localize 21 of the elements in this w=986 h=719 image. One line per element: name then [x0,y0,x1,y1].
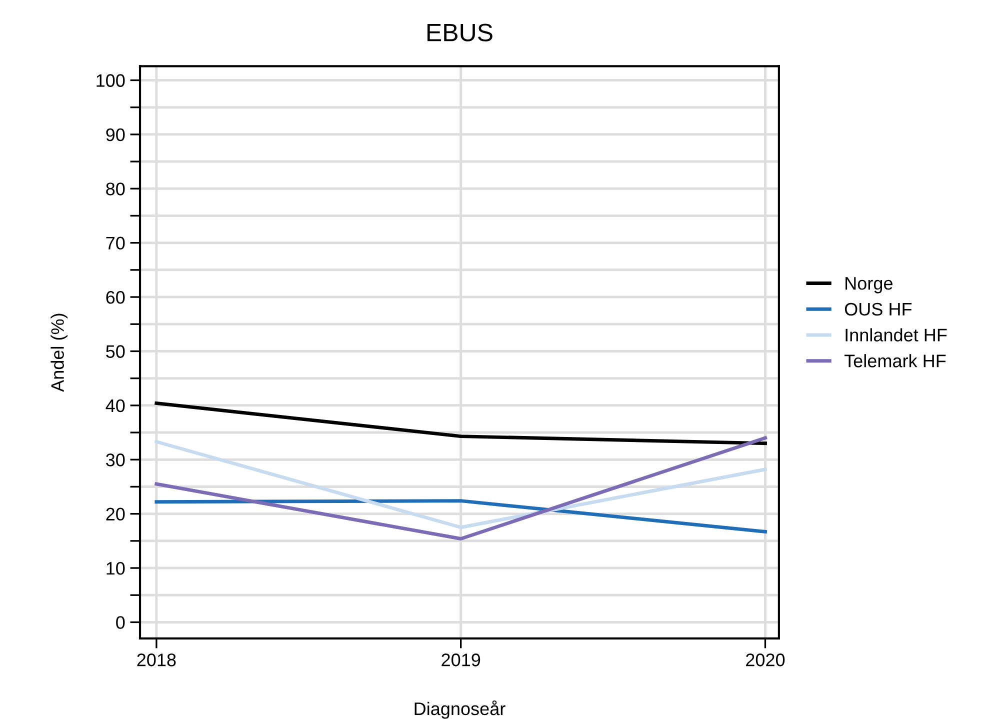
y-tick-label: 30 [106,454,125,466]
legend-label: OUS HF [844,302,912,316]
x-tick-label: 2020 [746,654,785,666]
y-tick-label: 20 [106,508,125,521]
y-tick-label: 90 [106,128,125,142]
y-axis-title: Andel (%) [50,314,68,392]
legend-label: Telemark HF [844,354,946,368]
y-tick-label: 80 [106,182,125,196]
chart-title: EBUS [427,24,492,42]
y-tick-label: 0 [116,616,125,629]
y-tick-label: 40 [106,399,125,412]
y-tick-label: 50 [106,345,125,358]
y-tick-label: 100 [96,74,125,87]
legend-label: Norge [846,277,892,294]
legend-label: Innlandet HF [846,328,947,342]
y-tick-label: 10 [106,562,125,575]
x-tick-label: 2019 [442,654,480,666]
y-tick-label: 70 [106,236,125,250]
x-tick-label: 2018 [137,654,176,666]
x-axis-title: Diagnoseår [414,700,506,719]
y-tick-label: 60 [106,290,125,304]
